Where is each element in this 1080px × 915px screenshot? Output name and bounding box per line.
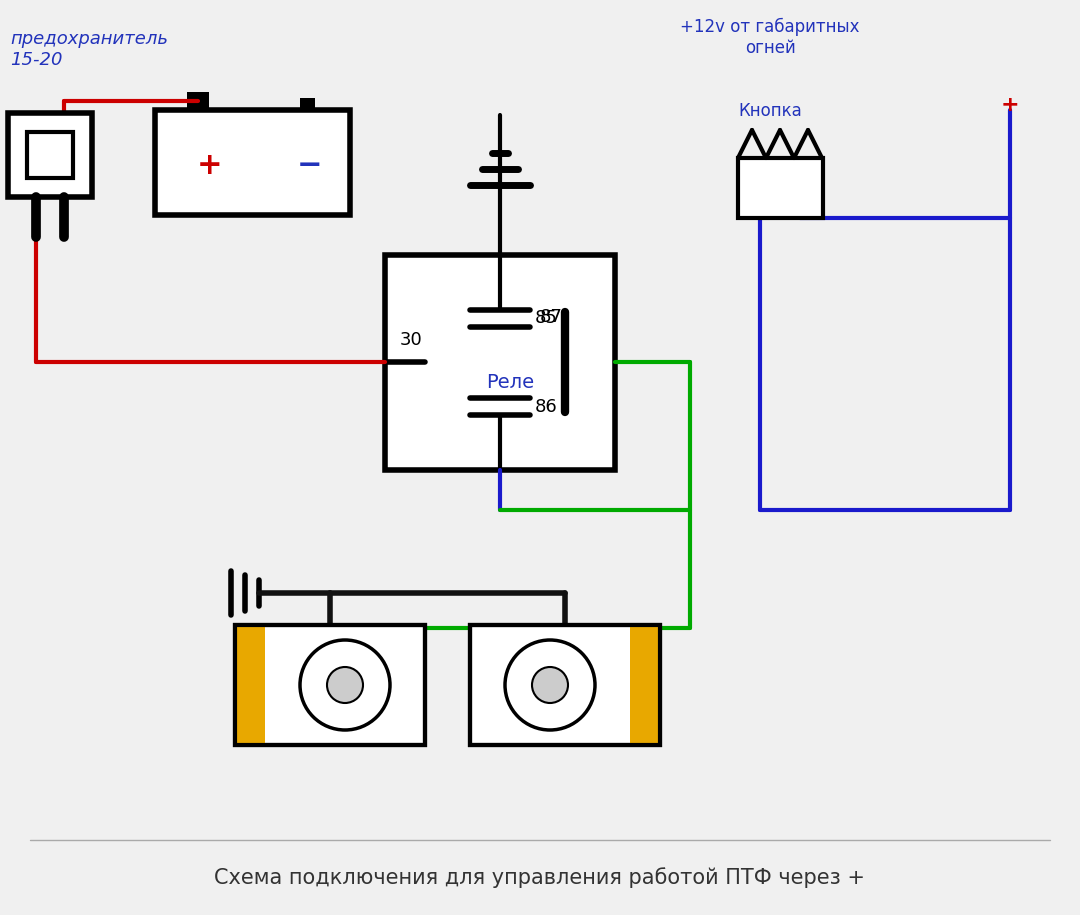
Text: +: + [198,150,222,179]
Text: Кнопка: Кнопка [738,102,801,120]
Polygon shape [235,625,265,745]
Circle shape [532,667,568,703]
Bar [738,158,823,218]
Text: Реле: Реле [486,372,535,392]
Bar [8,113,92,197]
Text: предохранитель
15-20: предохранитель 15-20 [10,30,168,69]
Bar [27,132,73,178]
Bar [156,110,350,215]
Bar [470,625,660,745]
Text: Схема подключения для управления работой ПТФ через +: Схема подключения для управления работой… [215,867,865,888]
Text: 87: 87 [540,308,563,326]
Bar [300,98,315,110]
Text: −: − [297,150,323,179]
Bar [384,255,615,470]
Circle shape [327,667,363,703]
Circle shape [505,640,595,730]
Text: +12v от габаритных
огней: +12v от габаритных огней [680,18,860,57]
Bar [470,625,660,745]
Text: 85: 85 [535,309,558,327]
Text: +: + [1001,95,1020,115]
Bar [235,625,426,745]
Text: 30: 30 [400,331,422,349]
Bar [235,625,426,745]
Text: 86: 86 [535,398,557,416]
Circle shape [300,640,390,730]
Polygon shape [630,625,660,745]
Bar [187,92,210,110]
